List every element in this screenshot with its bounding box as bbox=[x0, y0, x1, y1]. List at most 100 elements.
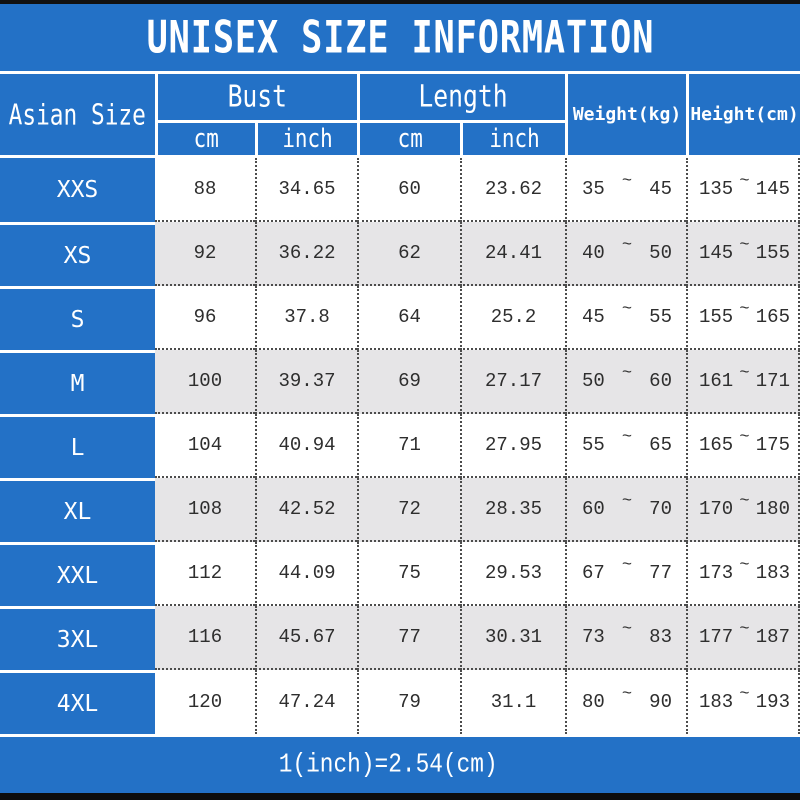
tilde-separator: ~ bbox=[739, 299, 750, 319]
height-range-cell: 183 ~193 bbox=[686, 670, 800, 734]
bust-cm-cell: 100 bbox=[155, 350, 255, 414]
weight-range-cell: 73 ~83 bbox=[565, 606, 686, 670]
table-row-l: L 104 40.94 71 27.95 55 ~65 165 ~175 bbox=[0, 414, 800, 478]
header-bust-cm-label: cm bbox=[193, 124, 220, 154]
size-cell: XL bbox=[0, 478, 155, 542]
table-header: Asian Size Bust Length Weight(kg) Height… bbox=[0, 74, 800, 158]
weight-min: 67 bbox=[582, 562, 605, 584]
bust-cm-cell: 116 bbox=[155, 606, 255, 670]
size-cell: 4XL bbox=[0, 670, 155, 734]
height-min: 145 bbox=[699, 242, 734, 264]
height-min: 155 bbox=[699, 306, 734, 328]
tilde-separator: ~ bbox=[739, 363, 750, 383]
height-max: 155 bbox=[755, 242, 790, 264]
bust-cm-cell: 92 bbox=[155, 222, 255, 286]
header-height: Height(cm) bbox=[686, 74, 800, 155]
weight-max: 45 bbox=[649, 178, 672, 200]
bust-inch-cell: 40.94 bbox=[255, 414, 357, 478]
header-length-inch: inch bbox=[460, 120, 565, 155]
header-bust-label: Bust bbox=[227, 79, 288, 115]
height-range-cell: 155 ~165 bbox=[686, 286, 800, 350]
tilde-separator: ~ bbox=[621, 684, 633, 704]
length-inch-cell: 24.41 bbox=[460, 222, 565, 286]
table-row-m: M 100 39.37 69 27.17 50 ~60 161 ~171 bbox=[0, 350, 800, 414]
bust-cm-cell: 88 bbox=[155, 158, 255, 222]
height-min: 135 bbox=[699, 178, 734, 200]
footer-band: 1(inch)=2.54(cm) bbox=[0, 734, 800, 793]
tilde-separator: ~ bbox=[621, 363, 633, 383]
height-max: 183 bbox=[755, 562, 790, 584]
height-max: 175 bbox=[755, 434, 790, 456]
weight-min: 55 bbox=[582, 434, 605, 456]
header-bust-inch-label: inch bbox=[282, 124, 333, 154]
bust-cm-cell: 96 bbox=[155, 286, 255, 350]
header-length-cm: cm bbox=[357, 120, 460, 155]
header-length-cm-label: cm bbox=[397, 124, 423, 154]
length-cm-cell: 69 bbox=[357, 350, 460, 414]
height-min: 173 bbox=[699, 562, 734, 584]
header-weight-label: Weight(kg) bbox=[572, 104, 682, 125]
bust-inch-cell: 34.65 bbox=[255, 158, 357, 222]
bust-inch-cell: 45.67 bbox=[255, 606, 357, 670]
length-cm-cell: 62 bbox=[357, 222, 460, 286]
tilde-separator: ~ bbox=[621, 619, 633, 639]
tilde-separator: ~ bbox=[621, 555, 633, 575]
height-max: 193 bbox=[755, 691, 790, 713]
length-inch-cell: 31.1 bbox=[460, 670, 565, 734]
weight-min: 50 bbox=[582, 370, 605, 392]
bottom-black-bar bbox=[0, 793, 800, 800]
height-range-cell: 135 ~145 bbox=[686, 158, 800, 222]
weight-min: 73 bbox=[582, 626, 605, 648]
bust-cm-cell: 108 bbox=[155, 478, 255, 542]
height-max: 180 bbox=[755, 498, 790, 520]
weight-min: 35 bbox=[582, 178, 605, 200]
size-cell: 3XL bbox=[0, 606, 155, 670]
height-min: 183 bbox=[699, 691, 734, 713]
height-range-cell: 170 ~180 bbox=[686, 478, 800, 542]
weight-min: 80 bbox=[582, 691, 605, 713]
weight-max: 83 bbox=[649, 626, 672, 648]
height-range-cell: 173 ~183 bbox=[686, 542, 800, 606]
bust-inch-cell: 36.22 bbox=[255, 222, 357, 286]
tilde-separator: ~ bbox=[739, 619, 750, 639]
bust-cm-cell: 120 bbox=[155, 670, 255, 734]
header-length-inch-label: inch bbox=[488, 124, 540, 154]
length-inch-cell: 30.31 bbox=[460, 606, 565, 670]
table-row-xxl: XXL 112 44.09 75 29.53 67 ~77 173 ~183 bbox=[0, 542, 800, 606]
weight-range-cell: 60 ~70 bbox=[565, 478, 686, 542]
weight-max: 65 bbox=[649, 434, 672, 456]
length-cm-cell: 72 bbox=[357, 478, 460, 542]
header-height-label: Height(cm) bbox=[690, 104, 799, 125]
tilde-separator: ~ bbox=[621, 427, 633, 447]
weight-min: 45 bbox=[582, 306, 605, 328]
weight-range-cell: 50 ~60 bbox=[565, 350, 686, 414]
bust-inch-cell: 47.24 bbox=[255, 670, 357, 734]
header-weight: Weight(kg) bbox=[565, 74, 686, 155]
table-row-xs: XS 92 36.22 62 24.41 40 ~50 145 ~155 bbox=[0, 222, 800, 286]
bust-inch-cell: 44.09 bbox=[255, 542, 357, 606]
weight-min: 40 bbox=[582, 242, 605, 264]
height-range-cell: 165 ~175 bbox=[686, 414, 800, 478]
header-bust-inch: inch bbox=[255, 120, 357, 155]
bust-inch-cell: 37.8 bbox=[255, 286, 357, 350]
weight-max: 60 bbox=[649, 370, 672, 392]
size-cell: XXL bbox=[0, 542, 155, 606]
header-length: Length bbox=[357, 74, 565, 120]
weight-max: 70 bbox=[649, 498, 672, 520]
weight-max: 77 bbox=[649, 562, 672, 584]
bust-cm-cell: 104 bbox=[155, 414, 255, 478]
length-cm-cell: 64 bbox=[357, 286, 460, 350]
length-cm-cell: 71 bbox=[357, 414, 460, 478]
tilde-separator: ~ bbox=[739, 684, 750, 704]
length-inch-cell: 28.35 bbox=[460, 478, 565, 542]
height-min: 177 bbox=[699, 626, 734, 648]
height-max: 165 bbox=[755, 306, 790, 328]
length-inch-cell: 25.2 bbox=[460, 286, 565, 350]
weight-max: 55 bbox=[649, 306, 672, 328]
height-min: 165 bbox=[699, 434, 734, 456]
tilde-separator: ~ bbox=[621, 235, 633, 255]
weight-range-cell: 67 ~77 bbox=[565, 542, 686, 606]
length-cm-cell: 60 bbox=[357, 158, 460, 222]
tilde-separator: ~ bbox=[739, 491, 750, 511]
